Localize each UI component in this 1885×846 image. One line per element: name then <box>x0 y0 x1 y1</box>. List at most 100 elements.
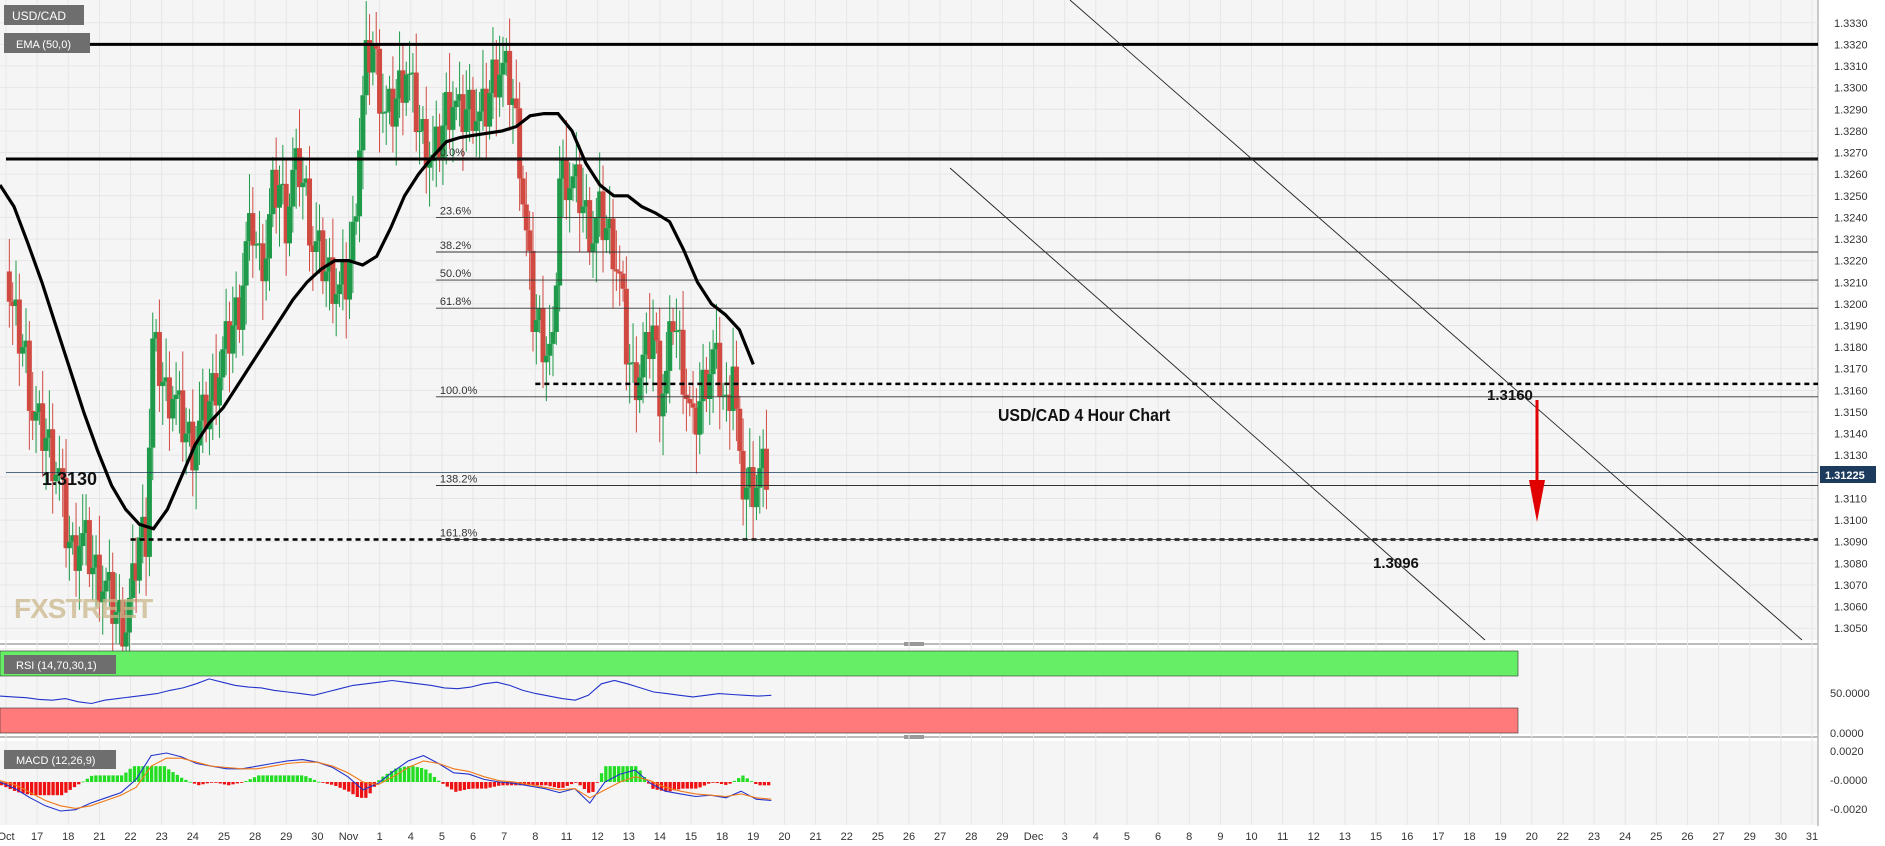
hist-bar-up <box>415 767 419 782</box>
hist-bar-down <box>677 782 681 790</box>
fib-label: 61.8% <box>440 296 471 308</box>
signal-line <box>0 757 772 809</box>
rsi-tick-0: 0.0000 <box>1830 728 1864 740</box>
hist-bar-up <box>184 779 188 782</box>
candle-up <box>33 411 39 421</box>
candle-down <box>530 250 536 332</box>
hist-bar-down <box>762 782 767 786</box>
candle-down <box>166 377 172 419</box>
date-tick-label: 9 <box>1217 831 1223 843</box>
candle-up <box>243 241 249 286</box>
price-tick-label: 1.3160 <box>1834 385 1868 397</box>
price-tick-label: 1.3250 <box>1834 191 1868 203</box>
price-tick-label: 1.3140 <box>1834 429 1868 441</box>
candle-up <box>363 40 369 96</box>
hist-bar-down <box>685 782 689 789</box>
candle-up <box>66 541 72 549</box>
price-tick-label: 1.3090 <box>1834 537 1868 549</box>
candle-up <box>710 349 716 375</box>
candle-up <box>230 325 236 354</box>
price-tick-label: 1.3200 <box>1834 299 1868 311</box>
date-tick-label: 4 <box>1093 831 1099 843</box>
date-tick-label: 4 <box>408 831 414 843</box>
hist-bar-up <box>377 780 381 782</box>
hist-bar-down <box>218 782 222 784</box>
macd-label-bg <box>4 750 116 769</box>
hist-bar-down <box>659 782 664 791</box>
hist-bar-up <box>291 775 295 782</box>
hist-bar-up <box>608 766 612 782</box>
hist-bar-down <box>454 782 458 792</box>
hist-bar-up <box>634 766 638 782</box>
candle-up <box>497 74 503 98</box>
hist-bar-down <box>21 782 25 794</box>
macd-line <box>0 752 772 812</box>
candle-up <box>607 218 613 229</box>
candle-up <box>113 611 119 624</box>
candle-up <box>697 401 703 435</box>
candle-down <box>610 218 616 270</box>
date-tick-label: 24 <box>1619 831 1631 843</box>
fib-label: 38.2% <box>440 240 471 252</box>
candle-up <box>276 184 282 208</box>
candle-up <box>677 329 683 332</box>
hist-bar-up <box>629 766 634 782</box>
hist-bar-down <box>351 782 355 795</box>
hist-bar-up <box>265 775 269 782</box>
candle-down <box>740 450 746 500</box>
candle-up <box>640 354 646 378</box>
candle-down <box>413 72 419 132</box>
date-tick-label: Dec <box>1024 831 1044 843</box>
hist-bar-down <box>569 782 574 785</box>
candle-down <box>307 178 313 246</box>
candle-up <box>210 373 216 402</box>
hist-bar-down <box>527 782 531 786</box>
candle-up <box>13 299 19 307</box>
hist-bar-up <box>102 775 107 782</box>
candle-down <box>653 325 659 341</box>
ema-label: EMA (50,0) <box>16 39 71 51</box>
date-tick-label: 30 <box>311 831 323 843</box>
candle-up <box>23 340 29 348</box>
macd-tick-neg: -0.0020 <box>1830 804 1867 816</box>
date-tick-label: 5 <box>1124 831 1130 843</box>
date-tick-label: 25 <box>218 831 230 843</box>
resize-handle-1[interactable] <box>904 642 924 646</box>
candle-down <box>737 408 743 451</box>
date-tick-label: 31 <box>1806 831 1818 843</box>
resize-handle-2[interactable] <box>904 735 924 739</box>
candle-up <box>317 230 323 242</box>
hist-bar-up <box>115 775 119 782</box>
hist-bar-up <box>437 780 441 782</box>
fib-label: 0.0% <box>440 147 465 159</box>
candle-down <box>620 273 626 289</box>
date-tick-label: 30 <box>1775 831 1787 843</box>
price-tick-label: 1.3280 <box>1834 126 1868 138</box>
hist-bar-up <box>402 766 407 782</box>
hist-bar-down <box>239 782 244 783</box>
hist-bar-down <box>689 782 694 789</box>
hist-bar-up <box>81 781 85 783</box>
date-tick-label: 29 <box>280 831 292 843</box>
candle-up <box>597 191 603 218</box>
date-tick-label: 15 <box>1370 831 1382 843</box>
candle-down <box>517 108 523 179</box>
date-tick-label: 18 <box>716 831 728 843</box>
candle-up <box>673 330 679 333</box>
candle-up <box>440 125 446 160</box>
candle-up <box>46 429 52 438</box>
date-tick-label: 17 <box>1432 831 1444 843</box>
candle-up <box>337 284 343 295</box>
price-tick-label: 1.3220 <box>1834 256 1868 268</box>
candle-up <box>163 377 169 382</box>
candle-down <box>470 89 476 131</box>
hist-bar-down <box>235 782 239 784</box>
candle-down <box>110 571 116 624</box>
candle-up <box>467 89 473 110</box>
hist-bar-up <box>137 766 141 782</box>
hist-bar-down <box>25 782 29 795</box>
candle-up <box>627 363 633 365</box>
candle-down <box>180 390 186 443</box>
hist-bar-down <box>471 782 475 789</box>
candle-down <box>190 421 196 471</box>
